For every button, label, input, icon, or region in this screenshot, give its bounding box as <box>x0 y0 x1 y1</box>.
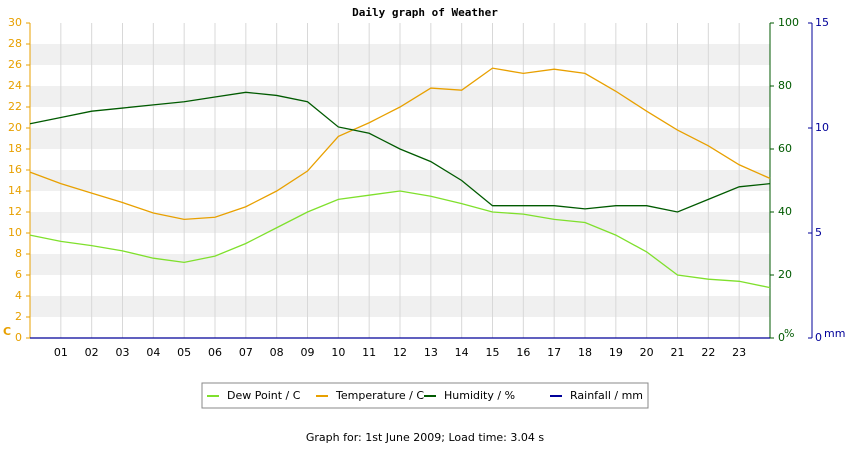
y2-tick-label: 20 <box>778 268 792 281</box>
y-tick-label: 8 <box>15 247 22 260</box>
x-tick-label: 14 <box>455 346 469 359</box>
x-tick-label: 02 <box>85 346 99 359</box>
y-tick-label: 6 <box>15 268 22 281</box>
y-tick-label: 22 <box>8 100 22 113</box>
y3-tick-label: 10 <box>815 121 829 134</box>
y3-tick-label: 0 <box>815 331 822 344</box>
x-tick-label: 18 <box>578 346 592 359</box>
y-axis-label: C <box>3 325 11 338</box>
x-tick-label: 04 <box>146 346 160 359</box>
x-tick-label: 09 <box>301 346 315 359</box>
x-tick-label: 05 <box>177 346 191 359</box>
y-tick-label: 2 <box>15 310 22 323</box>
x-tick-label: 15 <box>486 346 500 359</box>
y-tick-label: 24 <box>8 79 22 92</box>
y-tick-label: 26 <box>8 58 22 71</box>
y-tick-label: 18 <box>8 142 22 155</box>
series-line <box>29 91 771 213</box>
y-tick-label: 10 <box>8 226 22 239</box>
x-tick-label: 20 <box>640 346 654 359</box>
series-line <box>29 190 771 289</box>
x-tick-label: 08 <box>270 346 284 359</box>
footer: Graph for: 1st June 2009; Load time: 3.0… <box>306 431 544 444</box>
y-tick-label: 28 <box>8 37 22 50</box>
legend-label: Humidity / % <box>444 389 515 402</box>
x-tick-label: 17 <box>547 346 561 359</box>
y-tick-label: 4 <box>15 289 22 302</box>
y-tick-label: 16 <box>8 163 22 176</box>
x-tick-label: 03 <box>116 346 130 359</box>
y2-tick-label: 40 <box>778 205 792 218</box>
y2-tick-label: 80 <box>778 79 792 92</box>
series-line <box>29 67 771 221</box>
x-tick-label: 10 <box>331 346 345 359</box>
y3-tick-label: 15 <box>815 16 829 29</box>
x-tick-label: 16 <box>516 346 530 359</box>
y-tick-label: 0 <box>15 331 22 344</box>
y2-tick-label: 0 <box>778 331 785 344</box>
x-tick-label: 13 <box>424 346 438 359</box>
legend-box <box>201 382 649 409</box>
y2-tick-label: 60 <box>778 142 792 155</box>
y3-axis-label: mm <box>824 327 845 340</box>
x-tick-label: 01 <box>54 346 68 359</box>
y-tick-label: 20 <box>8 121 22 134</box>
x-tick-label: 23 <box>732 346 746 359</box>
legend-label: Temperature / C <box>335 389 424 402</box>
y-tick-label: 30 <box>8 16 22 29</box>
y2-axis-label: % <box>784 327 794 340</box>
x-tick-label: 19 <box>609 346 623 359</box>
x-tick-label: 12 <box>393 346 407 359</box>
x-tick-label: 22 <box>701 346 715 359</box>
chart-title: Daily graph of Weather <box>352 6 498 19</box>
y-tick-label: 14 <box>8 184 22 197</box>
x-tick-label: 21 <box>671 346 685 359</box>
legend-label: Rainfall / mm <box>570 389 643 402</box>
x-tick-label: 06 <box>208 346 222 359</box>
y-tick-label: 12 <box>8 205 22 218</box>
y3-tick-label: 5 <box>815 226 822 239</box>
x-tick-label: 07 <box>239 346 253 359</box>
legend-label: Dew Point / C <box>227 389 301 402</box>
y2-tick-label: 100 <box>778 16 799 29</box>
x-tick-label: 11 <box>362 346 376 359</box>
